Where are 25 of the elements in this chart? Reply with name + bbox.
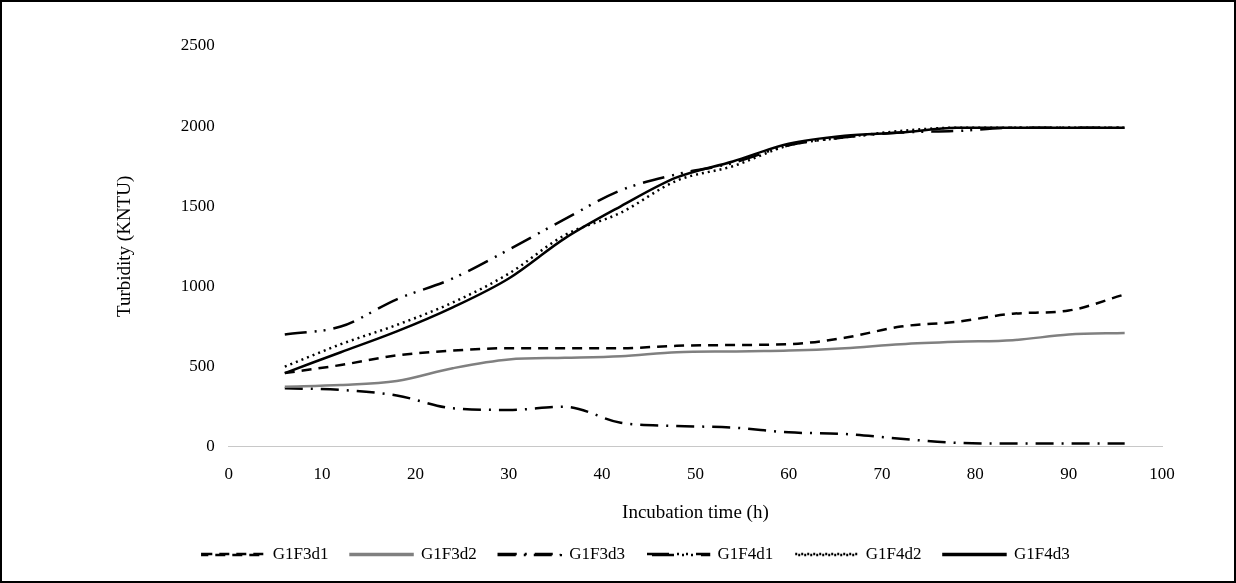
y-tick-label: 1000: [180, 275, 215, 295]
x-tick-label: 50: [686, 464, 704, 484]
legend-label: G1F3d3: [569, 543, 625, 563]
y-tick-label: 0: [206, 436, 215, 456]
x-tick-label: 10: [313, 464, 331, 484]
legend-label: G1F3d1: [272, 543, 329, 563]
x-tick-label: 40: [593, 464, 611, 484]
x-tick-label: 100: [1149, 464, 1175, 484]
y-tick-label: 500: [189, 356, 215, 376]
x-tick-label: 0: [224, 464, 234, 484]
y-axis-title: Turbidity (KNTU): [113, 175, 136, 318]
x-tick-label: 70: [873, 464, 891, 484]
x-tick-label: 60: [780, 464, 798, 484]
x-tick-label: 20: [406, 464, 424, 484]
legend-label: G1F4d2: [865, 543, 922, 563]
legend-label: G1F4d1: [717, 543, 774, 563]
y-tick-label: 1500: [180, 195, 215, 215]
x-tick-label: 90: [1060, 464, 1078, 484]
y-tick-label: 2000: [180, 115, 215, 135]
x-axis-title: Incubation time (h): [622, 500, 769, 523]
x-tick-label: 30: [500, 464, 518, 484]
legend-label: G1F3d2: [421, 543, 477, 563]
legend-label: G1F4d3: [1013, 543, 1070, 563]
x-tick-label: 80: [966, 464, 984, 484]
y-tick-label: 2500: [180, 35, 215, 55]
